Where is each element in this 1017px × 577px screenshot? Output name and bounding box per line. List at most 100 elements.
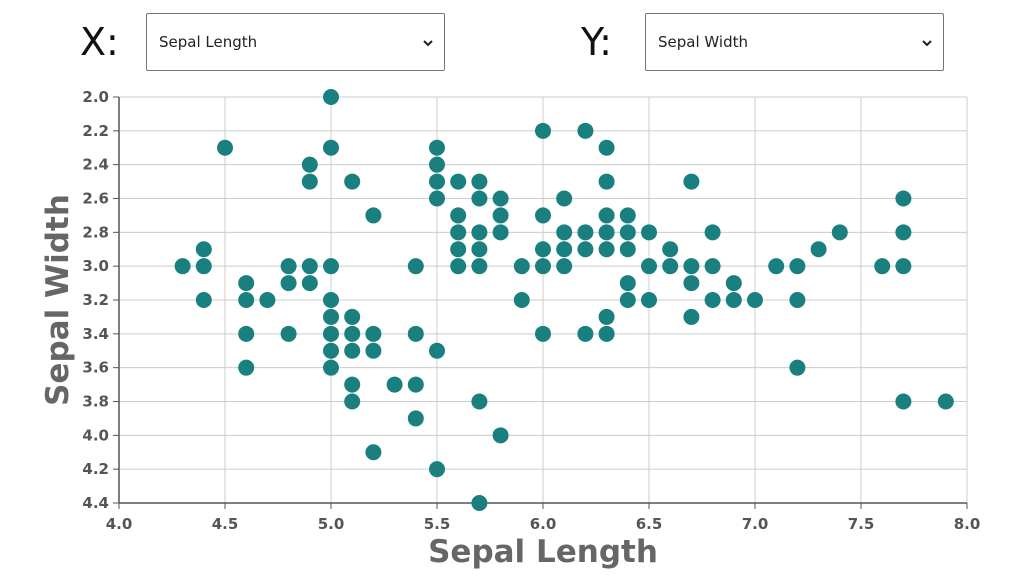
x-tick-label: 5.5 [424, 515, 451, 533]
y-tick-label: 4.2 [82, 460, 109, 478]
data-point [937, 393, 954, 410]
y-tick-label: 3.0 [82, 257, 109, 275]
data-point [301, 275, 318, 292]
data-point [259, 292, 276, 308]
data-point [238, 275, 255, 292]
data-point [598, 224, 615, 241]
data-point [323, 325, 339, 342]
x-axis-control-label: X: [80, 20, 119, 64]
x-tick-label: 4.5 [212, 515, 239, 533]
data-point [831, 224, 848, 241]
chevron-down-icon [922, 40, 932, 47]
y-tick-label: 2.6 [82, 190, 109, 208]
data-point [641, 258, 657, 275]
data-point [725, 275, 742, 292]
y-tick-label: 3.6 [82, 359, 109, 377]
data-point [704, 258, 721, 275]
y-tick-label: 2.0 [82, 88, 109, 106]
data-point [195, 258, 212, 275]
data-point [725, 292, 742, 308]
data-point [641, 224, 657, 241]
data-point [810, 241, 827, 258]
x-axis-select-value: Sepal Length [159, 33, 258, 51]
data-point [301, 156, 318, 173]
data-point [323, 292, 339, 308]
data-point [429, 156, 445, 173]
data-point [683, 275, 700, 292]
data-point [323, 89, 339, 105]
data-point [895, 224, 912, 241]
data-point [704, 292, 721, 308]
data-point [280, 325, 297, 342]
data-point [344, 342, 361, 359]
data-point [789, 258, 806, 275]
y-axis-select[interactable]: Sepal Width [645, 13, 944, 71]
data-point [301, 258, 318, 275]
data-point [323, 342, 339, 359]
data-point [471, 224, 488, 241]
data-point [429, 190, 445, 207]
chart-points [174, 89, 954, 511]
data-point [450, 207, 467, 224]
data-point [577, 224, 594, 241]
data-point [598, 207, 615, 224]
data-point [619, 292, 636, 308]
data-point [789, 359, 806, 376]
data-point [577, 122, 594, 139]
data-point [619, 207, 636, 224]
data-point [492, 207, 509, 224]
data-point [598, 308, 615, 325]
data-point [429, 461, 445, 478]
data-point [492, 190, 509, 207]
chart-axes: 4.0 4.5 5.0 5.5 6.0 6.5 7.0 7.5 8.0 2.0 2.2 2.4 2.6 2… [82, 88, 980, 533]
data-point [598, 139, 615, 156]
data-point [344, 325, 361, 342]
x-axis-select[interactable]: Sepal Length [146, 13, 445, 71]
data-point [407, 325, 424, 342]
y-axis-title: Sepal Width [40, 194, 76, 406]
data-point [535, 241, 551, 258]
data-point [174, 258, 191, 275]
x-tick-label: 7.0 [742, 515, 769, 533]
data-point [471, 258, 488, 275]
data-point [365, 444, 382, 461]
data-point [450, 258, 467, 275]
data-point [323, 139, 339, 156]
data-point [407, 258, 424, 275]
data-point [683, 308, 700, 325]
data-point [895, 258, 912, 275]
data-point [535, 207, 551, 224]
data-point [471, 393, 488, 410]
x-tick-label: 6.0 [530, 515, 557, 533]
data-point [386, 376, 403, 393]
data-point [535, 325, 551, 342]
data-point [492, 427, 509, 444]
data-point [471, 173, 488, 190]
chevron-down-icon [423, 40, 433, 47]
data-point [429, 173, 445, 190]
data-point [874, 258, 891, 275]
x-tick-label: 5.0 [318, 515, 345, 533]
data-point [492, 224, 509, 241]
data-point [429, 342, 445, 359]
data-point [513, 258, 530, 275]
y-tick-label: 2.8 [82, 223, 109, 241]
data-point [556, 190, 573, 207]
data-point [280, 258, 297, 275]
data-point [450, 241, 467, 258]
data-point [768, 258, 785, 275]
y-axis-select-value: Sepal Width [658, 33, 748, 51]
data-point [598, 241, 615, 258]
data-point [683, 173, 700, 190]
x-tick-label: 7.5 [848, 515, 875, 533]
data-point [407, 410, 424, 427]
x-tick-label: 4.0 [106, 515, 133, 533]
data-point [407, 376, 424, 393]
data-point [429, 139, 445, 156]
data-point [619, 275, 636, 292]
data-point [471, 241, 488, 258]
y-tick-label: 4.0 [82, 426, 109, 444]
y-axis-control-label: Y: [581, 20, 612, 64]
data-point [471, 190, 488, 207]
data-point [598, 325, 615, 342]
